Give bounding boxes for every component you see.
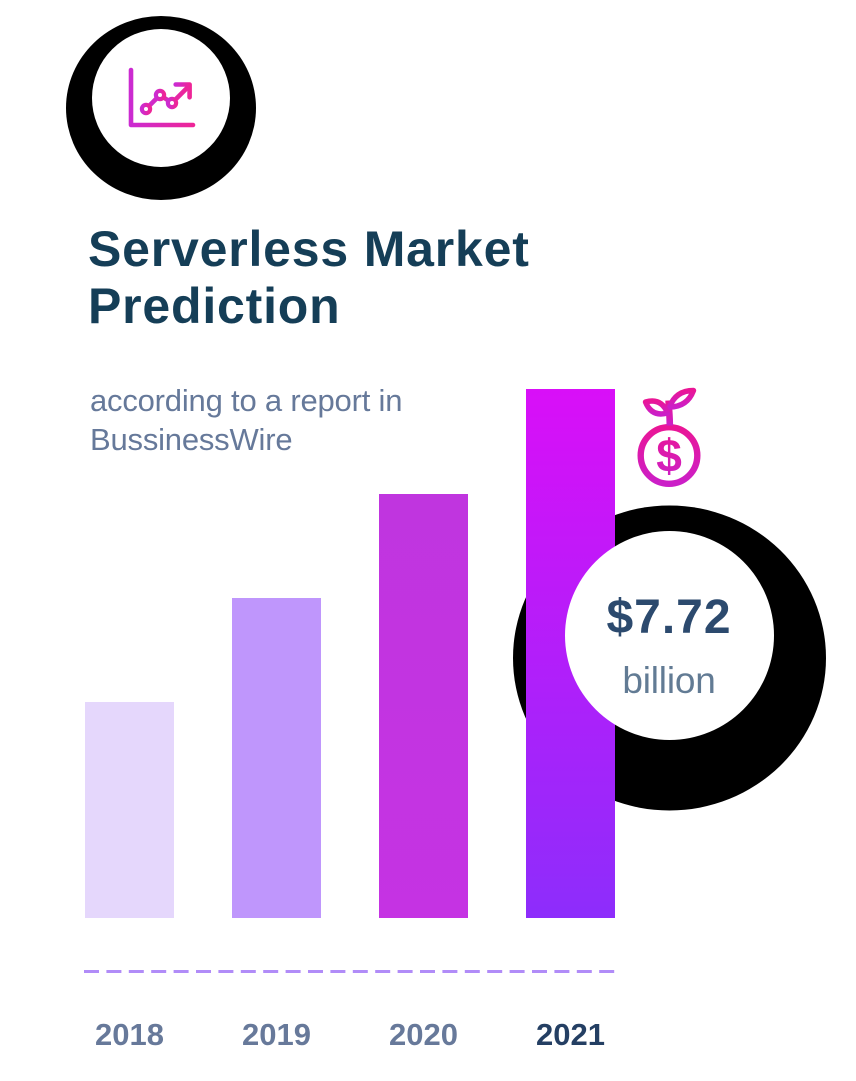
svg-text:$: $ bbox=[656, 430, 682, 482]
